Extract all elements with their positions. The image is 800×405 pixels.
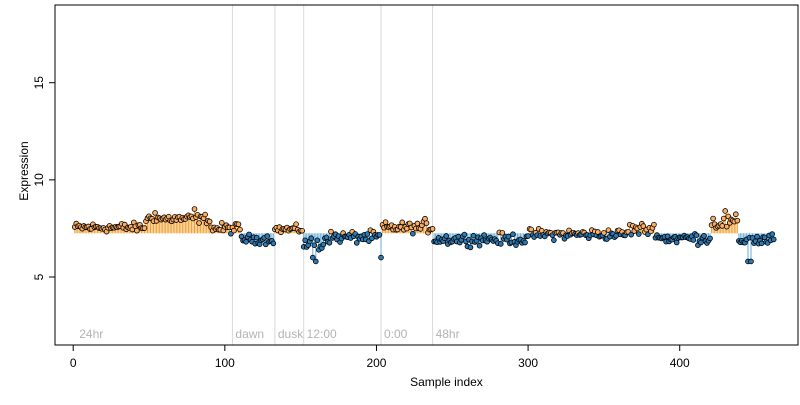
plot-frame	[54, 4, 799, 346]
data-point	[640, 223, 647, 229]
data-point	[770, 236, 777, 243]
data-point	[378, 254, 384, 261]
y-axis: 5 10 15	[32, 76, 55, 280]
data-point	[470, 232, 477, 239]
data-point	[748, 258, 754, 265]
data-point	[353, 240, 360, 246]
data-point	[231, 227, 237, 234]
data-point	[467, 244, 474, 251]
data-points	[71, 206, 777, 265]
data-point	[235, 221, 242, 228]
x-tick-label: 200	[366, 356, 386, 370]
data-point	[722, 208, 729, 214]
data-point	[754, 233, 760, 240]
x-tick-label: 100	[215, 356, 235, 370]
data-point	[505, 233, 512, 240]
data-point	[701, 233, 707, 239]
data-point	[613, 233, 619, 239]
data-point	[311, 242, 318, 249]
data-point	[152, 210, 158, 216]
data-point	[522, 239, 528, 246]
data-point	[141, 225, 148, 231]
data-point	[264, 233, 271, 239]
data-point	[270, 240, 277, 247]
data-point	[628, 231, 635, 238]
y-tick-label: 5	[32, 273, 46, 280]
data-point	[733, 211, 739, 218]
data-point	[651, 221, 657, 228]
data-point	[499, 230, 506, 236]
data-point	[403, 225, 410, 232]
data-point	[218, 219, 225, 226]
data-point	[719, 223, 725, 229]
y-axis-label: Expression	[17, 141, 31, 200]
data-point	[525, 233, 531, 239]
marker-annotations: 24hr dawn dusk 12:00 0:00 48hr	[79, 327, 459, 341]
marker-label: 24hr	[79, 327, 103, 341]
data-point	[723, 223, 730, 230]
data-point	[308, 235, 315, 242]
data-point	[761, 234, 768, 241]
data-point	[196, 220, 202, 226]
data-point	[690, 237, 697, 243]
data-point	[414, 220, 421, 227]
data-point	[399, 219, 406, 226]
marker-label: dawn	[235, 327, 264, 341]
data-point	[376, 232, 383, 238]
data-point	[707, 235, 713, 242]
data-point	[302, 237, 308, 244]
data-point	[429, 226, 436, 232]
data-point	[698, 239, 704, 246]
data-point	[299, 227, 305, 234]
data-point	[410, 230, 416, 237]
data-point	[758, 240, 765, 247]
data-point	[237, 226, 243, 233]
data-point	[246, 231, 252, 238]
data-point	[364, 231, 371, 237]
data-point	[601, 230, 607, 236]
data-point	[551, 237, 557, 243]
data-point	[510, 231, 516, 238]
x-axis: 0 100 200 300 400	[70, 345, 690, 370]
data-point	[497, 241, 504, 247]
data-point	[423, 220, 430, 226]
x-tick-label: 400	[670, 356, 690, 370]
data-point	[481, 232, 487, 238]
marker-lines	[231, 5, 434, 345]
data-point	[528, 226, 534, 233]
data-point	[326, 240, 333, 246]
y-tick-label: 10	[32, 173, 46, 187]
data-point	[320, 241, 327, 248]
data-point	[693, 232, 700, 238]
data-point	[443, 233, 450, 239]
data-point	[202, 211, 208, 218]
data-point	[313, 258, 319, 265]
x-tick-label: 300	[518, 356, 538, 370]
marker-label: dusk	[278, 327, 304, 341]
data-point	[734, 217, 741, 224]
data-point	[253, 234, 260, 241]
data-point	[476, 242, 483, 249]
data-point	[206, 218, 213, 225]
data-point	[191, 206, 198, 212]
data-point	[328, 228, 334, 235]
data-point	[720, 215, 727, 222]
y-tick-label: 15	[32, 76, 46, 90]
data-point	[461, 231, 468, 238]
marker-label: 12:00	[307, 327, 337, 341]
marker-label: 48hr	[436, 327, 460, 341]
data-point	[635, 231, 642, 237]
x-axis-label: Sample index	[410, 375, 483, 389]
x-tick-label: 0	[70, 356, 77, 370]
data-point	[293, 221, 299, 227]
data-point	[710, 215, 716, 222]
data-point	[314, 237, 321, 244]
data-point	[769, 231, 776, 237]
data-point	[243, 239, 249, 245]
data-point	[309, 254, 316, 261]
data-point	[134, 227, 140, 234]
marker-label: 0:00	[384, 327, 408, 341]
